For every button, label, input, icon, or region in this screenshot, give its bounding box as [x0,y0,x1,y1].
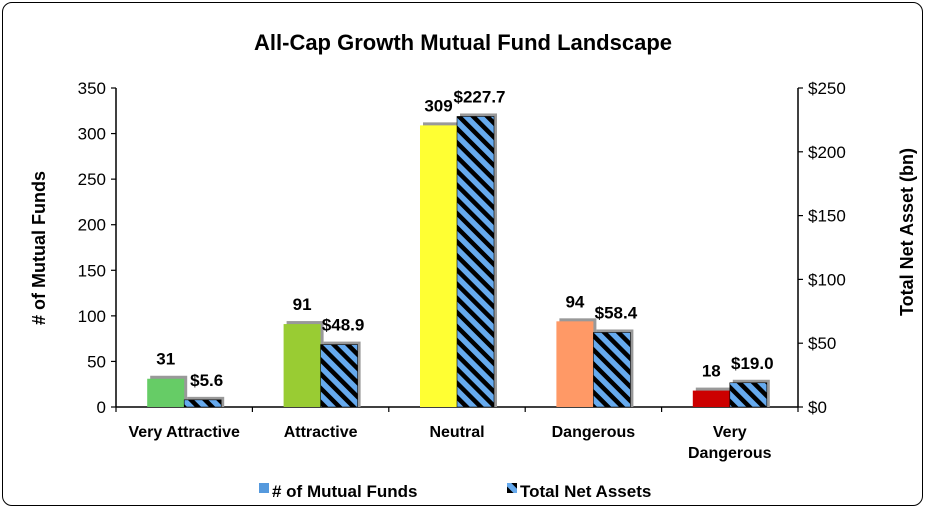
bar-net-assets [183,399,222,408]
y-left-tick-label: 250 [78,170,106,189]
data-label-net-assets: $227.7 [454,87,506,106]
bar-net-assets [729,382,768,408]
y-left-tick-label: 150 [78,261,106,280]
y-left-tick-label: 200 [78,216,106,235]
y-left-tick-label: 50 [87,352,106,371]
bar-net-assets [320,344,358,408]
x-category-label: Attractive [284,424,358,441]
data-label-funds: 309 [424,96,452,115]
data-label-net-assets: $5.6 [190,371,223,390]
data-label-net-assets: $58.4 [595,303,638,322]
legend: # of Mutual Funds Total Net Assets [259,482,651,501]
y-left-tick-label: 300 [78,125,106,144]
bar-net-assets [456,116,495,408]
bar-net-assets [593,332,631,408]
data-label-funds: 18 [702,362,721,381]
y-right-tick-label: $50 [808,334,836,353]
bar-funds [692,390,730,407]
bar-funds [283,324,321,407]
data-label-net-assets: $19.0 [731,354,774,373]
x-category-label: Neutral [429,424,484,441]
y-left-tick-label: 0 [97,398,106,417]
y-right-tick-label: $150 [808,207,846,226]
y-right-tick-label: $0 [808,398,827,417]
x-category-label: Dangerous [688,445,772,462]
y-axis-right-label: Total Net Asset (bn) [897,148,917,316]
y-right-tick-label: $200 [808,143,846,162]
legend-label-funds: # of Mutual Funds [272,482,417,501]
legend-swatch-net-assets [507,483,517,493]
data-label-net-assets: $48.9 [322,316,365,335]
y-axis-left-label: # of Mutual Funds [29,171,49,325]
legend-label-net-assets: Total Net Assets [520,482,651,501]
bar-funds [147,378,185,407]
data-label-funds: 31 [156,350,175,369]
x-category-label: Dangerous [552,424,636,441]
chart-title: All-Cap Growth Mutual Fund Landscape [254,30,672,55]
x-category-label: Very [713,424,747,441]
bar-funds [420,125,457,408]
y-right-tick-label: $100 [808,270,846,289]
y-left-tick-label: 350 [78,79,106,98]
legend-swatch-funds [259,483,269,493]
y-left-tick-label: 100 [78,307,106,326]
y-right-tick-label: $250 [808,79,846,98]
bar-funds [556,321,594,407]
data-label-funds: 94 [565,292,584,311]
x-category-label: Very Attractive [128,424,240,441]
data-label-funds: 91 [293,295,312,314]
